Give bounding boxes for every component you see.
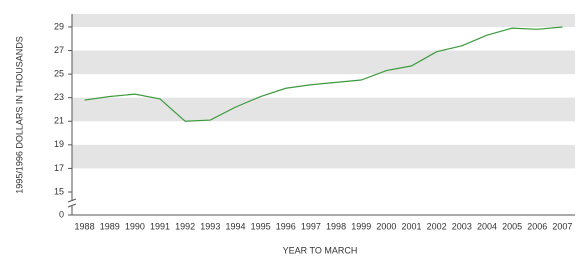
y-tick-label: 27 — [54, 45, 64, 55]
x-tick-label: 1989 — [100, 221, 120, 231]
x-tick-label: 1992 — [175, 221, 195, 231]
y-tick-label: 15 — [54, 186, 64, 196]
y-tick-label: 17 — [54, 163, 64, 173]
line — [84, 26, 563, 122]
y-tick-label: 29 — [54, 21, 64, 31]
x-tick-label: 1997 — [301, 221, 321, 231]
plot — [72, 14, 575, 169]
band — [72, 14, 575, 27]
x-tick-label: 2001 — [402, 221, 422, 231]
y-tick-label: 21 — [54, 116, 64, 126]
x-tick-label: 1995 — [251, 221, 271, 231]
x-tick-label: 1999 — [351, 221, 371, 231]
y-axis-label: 1995/1996 DOLLARS IN THOUSANDS — [14, 36, 24, 193]
x-tick-label: 2004 — [477, 221, 497, 231]
y-tick-label: 19 — [54, 139, 64, 149]
axis-break — [67, 198, 77, 208]
x-tick-label: 1988 — [75, 221, 95, 231]
x-tick-label: 1991 — [150, 221, 170, 231]
x-tick-label: 2007 — [552, 221, 572, 231]
y-tick-label: 0 — [59, 209, 64, 219]
x-tick-label: 2002 — [427, 221, 447, 231]
band — [72, 50, 575, 75]
x-tick-label: 2006 — [527, 221, 547, 231]
x-tick-label: 1998 — [326, 221, 346, 231]
x-axis-label: YEAR TO MARCH — [283, 245, 358, 255]
band — [72, 144, 575, 169]
band — [72, 97, 575, 122]
x-tick-label: 2003 — [452, 221, 472, 231]
x-tick-label: 2005 — [502, 221, 522, 231]
y-tick-label: 25 — [54, 68, 64, 78]
axis-break-gap — [69, 200, 75, 206]
x-tick-label: 1994 — [225, 221, 245, 231]
y-tick-label: 23 — [54, 92, 64, 102]
x-tick-label: 1990 — [125, 221, 145, 231]
x-tick-label: 1996 — [276, 221, 296, 231]
x-tick-label: 1993 — [200, 221, 220, 231]
x-tick-label: 2000 — [376, 221, 396, 231]
